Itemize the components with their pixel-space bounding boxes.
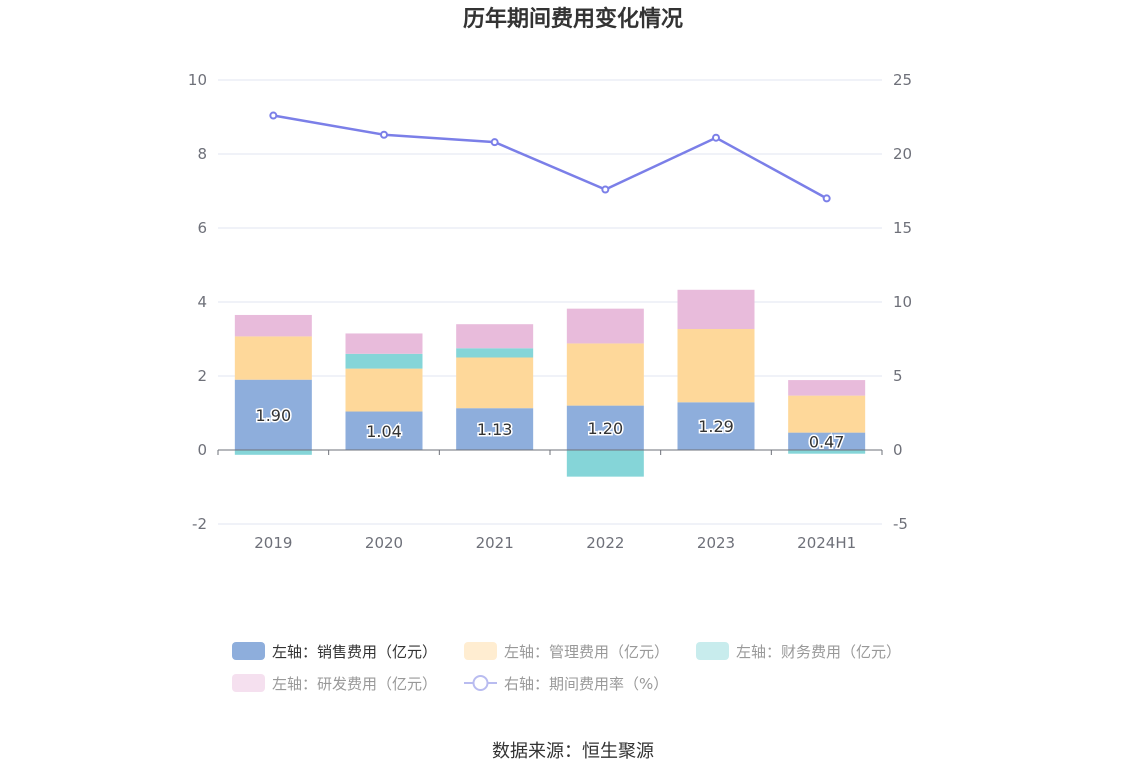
chart-title: 历年期间费用变化情况 — [463, 6, 683, 32]
legend-label: 左轴：管理费用（亿元） — [504, 643, 669, 661]
bar-segment — [234, 379, 312, 450]
bar-segment — [788, 450, 866, 454]
legend-label: 左轴：财务费用（亿元） — [736, 643, 901, 661]
bar-segment — [456, 324, 534, 349]
bar-segment — [566, 405, 644, 450]
bar-segment — [456, 357, 534, 409]
bar-segment — [788, 380, 866, 396]
line-series — [269, 111, 831, 203]
right-tick-label: 5 — [893, 367, 903, 385]
bar-segment — [456, 408, 534, 450]
left-tick-label: -2 — [192, 515, 207, 533]
legend-swatch — [232, 642, 265, 660]
bar-segment — [345, 368, 423, 412]
bar-segment — [234, 450, 312, 455]
x-axis-ticks: 2019 2020 2021 2022 2023 2024H1 — [217, 450, 883, 552]
x-tick-label: 2024H1 — [797, 534, 856, 552]
legend-marker — [472, 675, 489, 691]
bar-segment — [345, 333, 423, 354]
bar-segment — [345, 353, 423, 369]
bar-segment — [566, 343, 644, 406]
legend-swatch — [464, 642, 497, 660]
rate-point — [490, 138, 499, 147]
rate-point — [269, 111, 278, 120]
data-label: 1.20 — [588, 419, 624, 438]
right-tick-label: 20 — [893, 145, 912, 163]
rate-point — [601, 185, 610, 194]
data-label: 1.04 — [366, 422, 402, 441]
left-tick-label: 0 — [197, 441, 207, 459]
bar-segment — [788, 395, 866, 433]
legend-item: 左轴：销售费用（亿元） — [232, 642, 437, 661]
source-note: 数据来源：恒生聚源 — [492, 741, 654, 762]
rate-point — [712, 133, 720, 142]
bar-series — [234, 289, 866, 477]
rate-point — [822, 194, 831, 203]
bar-segment — [566, 308, 644, 344]
legend-label: 右轴：期间费用率（%） — [504, 675, 668, 693]
left-tick-label: 10 — [188, 71, 207, 89]
legend-item: 左轴：研发费用（亿元） — [232, 674, 437, 693]
left-tick-label: 6 — [197, 219, 207, 237]
x-tick-label: 2023 — [697, 534, 735, 552]
bar-segment — [234, 336, 312, 380]
right-tick-label: 15 — [893, 219, 912, 237]
right-tick-label: 25 — [893, 71, 912, 89]
left-tick-label: 4 — [197, 293, 207, 311]
x-tick-label: 2019 — [254, 534, 292, 552]
rate-point — [380, 130, 388, 139]
bar-segment — [234, 314, 312, 337]
data-label: 0.47 — [809, 432, 845, 451]
bar-segment — [456, 348, 534, 358]
right-axis-ticks: -5 0 5 10 15 20 25 — [893, 71, 912, 533]
data-label: 1.90 — [256, 406, 292, 425]
legend: 左轴：销售费用（亿元） 左轴：管理费用（亿元） 左轴：财务费用（亿元） 左轴：研发费用… — [232, 642, 901, 693]
legend-item: 左轴：管理费用（亿元） — [464, 642, 669, 661]
left-tick-label: 2 — [197, 367, 207, 385]
legend-item: 右轴：期间费用率（%） — [464, 675, 668, 693]
bar-segment — [677, 402, 755, 450]
legend-swatch — [232, 674, 265, 692]
legend-label: 左轴：研发费用（亿元） — [272, 675, 437, 693]
data-label: 1.13 — [477, 420, 513, 439]
rate-line — [273, 114, 828, 200]
bar-segment — [677, 289, 755, 330]
x-tick-label: 2020 — [365, 534, 403, 552]
right-tick-label: 10 — [893, 293, 912, 311]
bar-segment — [677, 329, 755, 403]
right-tick-label: -5 — [893, 515, 908, 533]
data-label: 1.29 — [698, 417, 734, 436]
bar-segment — [566, 450, 644, 477]
legend-label: 左轴：销售费用（亿元） — [272, 643, 437, 661]
right-tick-label: 0 — [893, 441, 903, 459]
left-axis-ticks: -2 0 2 4 6 8 10 — [188, 71, 207, 533]
bar-segment — [788, 432, 866, 450]
legend-item: 左轴：财务费用（亿元） — [696, 642, 901, 661]
data-labels: 1.90 1.04 1.13 1.20 1.29 0.47 — [254, 404, 846, 452]
x-tick-label: 2021 — [476, 534, 514, 552]
left-tick-label: 8 — [197, 145, 207, 163]
bar-segment — [345, 411, 423, 450]
x-tick-label: 2022 — [586, 534, 624, 552]
legend-swatch — [696, 642, 729, 660]
grid-lines — [218, 79, 882, 525]
